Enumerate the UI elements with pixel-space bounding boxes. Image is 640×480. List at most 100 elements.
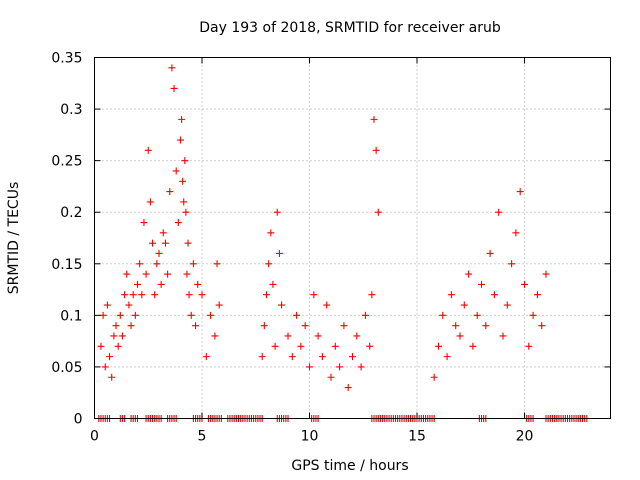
data-point xyxy=(482,322,490,330)
data-point xyxy=(260,322,268,330)
data-point xyxy=(269,280,277,288)
data-point xyxy=(490,291,498,299)
data-point xyxy=(542,270,550,278)
data-point xyxy=(336,363,344,371)
data-point xyxy=(118,332,126,340)
grid-lines xyxy=(94,57,611,419)
data-point xyxy=(178,115,186,123)
data-point xyxy=(101,363,109,371)
data-point xyxy=(138,291,146,299)
data-point xyxy=(306,363,313,371)
data-point xyxy=(271,342,279,350)
data-point xyxy=(486,249,494,257)
data-point xyxy=(153,260,161,268)
data-point xyxy=(108,373,116,381)
data-point xyxy=(134,280,141,288)
data-point xyxy=(284,332,292,340)
data-point xyxy=(166,188,174,196)
y-tick-label: 0.35 xyxy=(51,51,82,67)
data-point xyxy=(439,311,447,319)
data-point xyxy=(99,311,107,319)
data-point xyxy=(263,291,270,299)
data-point xyxy=(293,311,301,319)
data-point xyxy=(131,311,139,319)
data-point xyxy=(106,353,114,361)
data-point xyxy=(213,260,221,268)
data-point xyxy=(184,239,192,247)
data-point xyxy=(258,353,266,361)
data-point xyxy=(149,239,157,247)
y-tick-label: 0.15 xyxy=(51,257,82,273)
data-point xyxy=(508,260,516,268)
data-point xyxy=(452,322,460,330)
x-tick-label: 5 xyxy=(198,429,207,445)
data-point xyxy=(340,322,348,330)
data-point xyxy=(202,353,210,361)
data-point xyxy=(267,229,275,237)
data-point xyxy=(443,353,451,361)
data-point xyxy=(159,229,167,237)
data-point xyxy=(136,260,144,268)
data-point xyxy=(172,167,180,175)
data-point xyxy=(368,291,376,299)
data-point xyxy=(512,229,520,237)
x-tick-labels: 0 5 10 15 20 xyxy=(90,429,533,445)
data-point xyxy=(183,270,191,278)
data-point xyxy=(187,311,195,319)
data-point xyxy=(129,291,137,299)
y-tick-label: 0 xyxy=(74,412,83,428)
data-point xyxy=(157,280,165,288)
x-axis-label: GPS time / hours xyxy=(291,458,408,474)
data-points xyxy=(95,64,591,422)
data-point xyxy=(456,332,464,340)
data-point xyxy=(503,301,511,309)
data-point xyxy=(430,373,438,381)
data-point xyxy=(181,157,189,165)
axis-ticks xyxy=(94,57,611,419)
y-axis-label: SRMTID / TECUs xyxy=(6,182,22,295)
data-point xyxy=(180,198,188,206)
data-point xyxy=(538,322,546,330)
data-point xyxy=(125,301,133,309)
y-tick-label: 0.05 xyxy=(51,360,82,376)
data-point xyxy=(144,146,152,154)
x-tick-label: 10 xyxy=(301,429,319,445)
data-point xyxy=(301,322,309,330)
x-tick-label: 0 xyxy=(90,429,99,445)
data-point xyxy=(215,301,223,309)
data-point xyxy=(516,188,524,196)
data-point xyxy=(327,373,335,381)
data-point xyxy=(357,363,365,371)
x-tick-label: 15 xyxy=(408,429,426,445)
data-point xyxy=(353,332,361,340)
data-point xyxy=(170,84,178,92)
data-point xyxy=(185,291,193,299)
data-point xyxy=(273,208,281,216)
data-point xyxy=(142,270,150,278)
data-point xyxy=(374,208,382,216)
data-point xyxy=(198,291,206,299)
y-tick-label: 0.3 xyxy=(60,102,82,118)
data-point xyxy=(499,332,507,340)
data-point xyxy=(114,342,122,350)
data-point xyxy=(460,301,468,309)
data-point xyxy=(164,270,172,278)
y-tick-label: 0.2 xyxy=(60,205,82,221)
data-point xyxy=(146,198,154,206)
data-point xyxy=(323,301,331,309)
data-point xyxy=(174,219,182,227)
data-point xyxy=(318,353,326,361)
data-point xyxy=(447,291,455,299)
data-point xyxy=(361,311,369,319)
data-point xyxy=(521,280,528,288)
data-point xyxy=(151,291,159,299)
data-point xyxy=(140,219,148,227)
y-tick-label: 0.25 xyxy=(51,154,82,170)
data-point xyxy=(179,177,187,185)
data-point xyxy=(110,332,118,340)
data-point xyxy=(161,239,169,247)
data-point xyxy=(297,342,305,350)
data-point xyxy=(265,260,273,268)
plot-frame xyxy=(94,57,611,419)
